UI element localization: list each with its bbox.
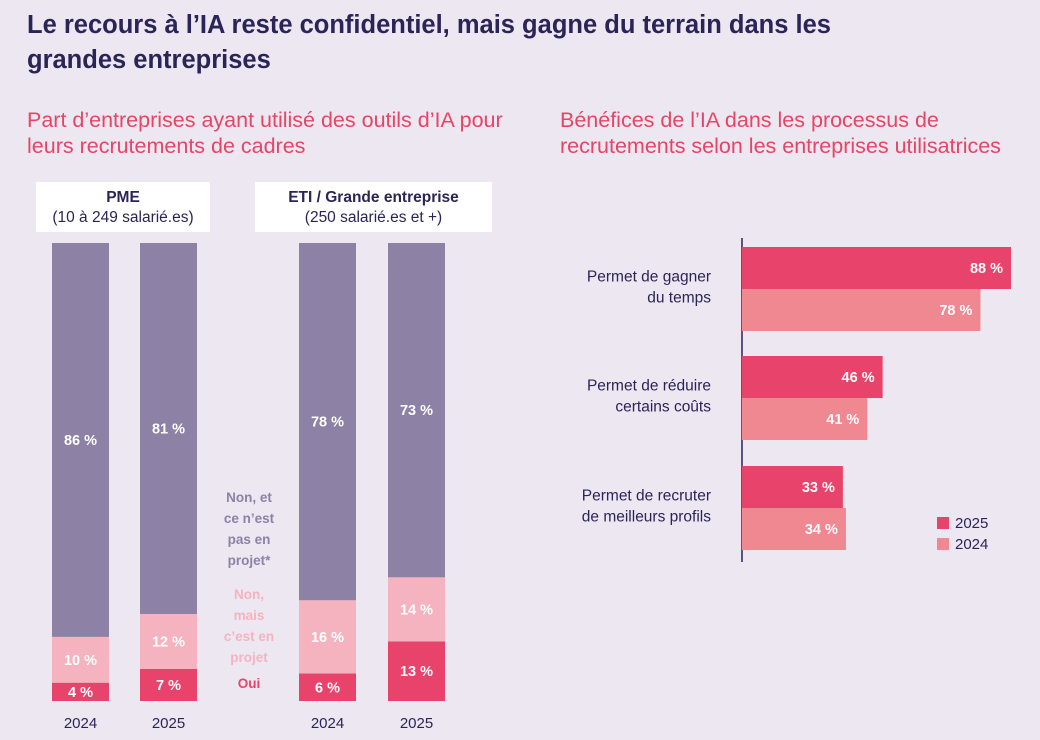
category-label: Permet de gagner <box>587 269 711 286</box>
stacked-bar-chart: 4 % 10 % 86 % 2024 7 % 12 % 81 % 2025 6 % 16 % 78 … <box>52 243 445 732</box>
legend-line: pas en <box>227 532 271 547</box>
data-label: 7 % <box>156 678 181 694</box>
data-label: 86 % <box>64 433 97 449</box>
group-label-pme: PME (10 à 249 salarié.es) <box>36 182 210 232</box>
data-label: 46 % <box>842 370 875 386</box>
left-chart-title: Part d’entreprises ayant utilisé des out… <box>27 108 503 158</box>
legend-label: 2025 <box>955 515 988 532</box>
bar-2024 <box>742 508 846 550</box>
group-name: ETI / Grande entreprise <box>288 189 459 206</box>
data-label: 41 % <box>826 412 859 428</box>
right-chart-title: Bénéfices de l’IA dans les processus de … <box>560 108 1001 158</box>
data-label: 78 % <box>311 415 344 431</box>
group-label-eti: ETI / Grande entreprise (250 salarié.es … <box>255 182 492 232</box>
data-label: 73 % <box>400 403 433 419</box>
legend-swatch-2025 <box>937 517 949 529</box>
legend-line: Oui <box>237 676 261 691</box>
data-label: 12 % <box>152 634 185 650</box>
data-label: 33 % <box>802 480 835 496</box>
legend-swatch-2024 <box>937 538 949 550</box>
group-name: PME <box>106 189 140 206</box>
bar-segment-oui <box>299 673 356 701</box>
bar-segment-projet <box>388 577 445 642</box>
bar-segment-projet <box>52 636 109 683</box>
x-tick-label: 2024 <box>64 715 97 732</box>
legend-line: ce n’est <box>223 511 275 526</box>
bar-segment-oui <box>52 682 109 701</box>
bar-2024 <box>742 398 868 440</box>
bar-2025 <box>742 466 843 508</box>
bar-segment-non <box>388 243 445 578</box>
bar-segment-non <box>140 243 197 614</box>
legend-line: mais <box>233 608 265 623</box>
data-label: 34 % <box>805 522 838 538</box>
bar-segment-non <box>52 243 109 637</box>
legend-non-en-projet: Non, mais c’est en projet <box>206 584 292 668</box>
category-label: certains coûts <box>615 399 711 416</box>
legend-line: projet <box>230 650 268 665</box>
x-tick-label: 2025 <box>152 715 185 732</box>
bar-2025 <box>742 247 1011 289</box>
data-label: 14 % <box>400 602 433 618</box>
x-tick-label: 2024 <box>311 715 344 732</box>
category-label: Permet de recruter <box>582 488 711 505</box>
category-label: Permet de réduire <box>587 378 711 395</box>
bar-segment-oui <box>388 641 445 701</box>
data-label: 6 % <box>315 680 340 696</box>
legend-label: 2024 <box>955 536 988 553</box>
legend-oui: Oui <box>206 676 292 692</box>
x-tick-label: 2025 <box>400 715 433 732</box>
legend-line: Non, et <box>226 490 272 505</box>
bar-segment-non <box>299 243 356 601</box>
bar-segment-projet <box>299 600 356 674</box>
data-label: 88 % <box>970 261 1003 277</box>
category-label: de meilleurs profils <box>582 509 711 526</box>
bar-2025 <box>742 356 883 398</box>
group-subtitle: (250 salarié.es et +) <box>304 209 443 226</box>
bar-2024 <box>742 289 981 331</box>
data-label: 16 % <box>311 630 344 646</box>
data-label: 81 % <box>152 421 185 437</box>
legend-line: Non, <box>234 587 264 602</box>
data-label: 78 % <box>939 303 972 319</box>
data-label: 13 % <box>400 664 433 680</box>
group-subtitle: (10 à 249 salarié.es) <box>52 209 194 226</box>
legend-line: c’est en <box>223 629 275 644</box>
category-label: du temps <box>647 290 711 307</box>
legend-line: projet* <box>227 553 271 568</box>
data-label: 10 % <box>64 653 97 669</box>
main-title: Le recours à l’IA reste confidentiel, ma… <box>27 11 831 74</box>
data-label: 4 % <box>68 685 93 701</box>
bar-segment-oui <box>140 668 197 701</box>
bar-segment-projet <box>140 613 197 669</box>
legend-non-pas-en-projet: Non, et ce n’est pas en projet* <box>206 487 292 571</box>
